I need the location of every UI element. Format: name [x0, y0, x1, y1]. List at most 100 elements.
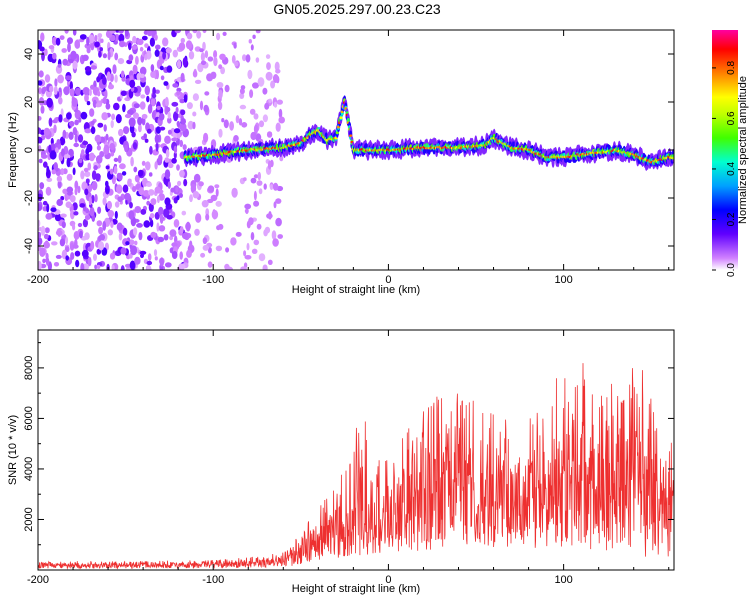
- noise-speckle: [258, 188, 263, 195]
- noise-speckle: [90, 240, 95, 251]
- noise-speckle: [71, 97, 78, 108]
- noise-speckle: [262, 114, 268, 123]
- noise-speckle: [53, 162, 58, 171]
- noise-speckle: [125, 241, 130, 246]
- noise-speckle: [224, 84, 230, 93]
- noise-speckle: [118, 128, 124, 137]
- noise-speckle: [96, 264, 101, 269]
- noise-speckle: [235, 115, 240, 124]
- snr-marks: [38, 363, 674, 570]
- noise-speckle: [144, 138, 149, 143]
- noise-speckle: [176, 90, 181, 96]
- noise-speckle: [187, 120, 194, 130]
- noise-speckle: [136, 38, 144, 46]
- noise-speckle: [53, 124, 57, 134]
- noise-speckle: [173, 145, 178, 153]
- noise-speckle: [244, 254, 252, 260]
- noise-speckle: [143, 220, 151, 228]
- noise-speckle: [233, 135, 239, 142]
- noise-speckle: [143, 133, 147, 139]
- noise-speckle: [133, 166, 138, 173]
- noise-speckle: [72, 30, 77, 36]
- noise-speckle: [65, 75, 72, 81]
- spectrogram-marks: [38, 30, 674, 270]
- noise-speckle: [253, 113, 259, 120]
- noise-speckle: [101, 112, 108, 121]
- snr-xlabel: Height of straight line (km): [292, 583, 420, 595]
- noise-speckle: [43, 241, 50, 249]
- noise-speckle: [230, 237, 237, 246]
- noise-speckle: [49, 150, 57, 160]
- noise-speckle: [158, 206, 164, 216]
- noise-speckle: [56, 198, 63, 207]
- noise-speckle: [181, 118, 186, 125]
- noise-speckle: [91, 194, 95, 204]
- noise-speckle: [44, 74, 51, 83]
- spectrogram-xlabel: Height of straight line (km): [292, 284, 420, 296]
- noise-speckle: [250, 232, 255, 241]
- noise-speckle: [73, 211, 79, 216]
- noise-speckle: [202, 30, 207, 34]
- noise-speckle: [65, 255, 69, 261]
- noise-speckle: [62, 129, 67, 139]
- noise-speckle: [118, 30, 124, 34]
- noise-speckle: [102, 53, 107, 59]
- noise-speckle: [253, 239, 260, 246]
- noise-speckle: [240, 266, 247, 270]
- noise-speckle: [199, 48, 204, 53]
- noise-speckle: [87, 162, 92, 171]
- noise-speckle: [52, 52, 57, 60]
- noise-speckle: [82, 140, 89, 146]
- noise-speckle: [275, 217, 282, 227]
- noise-speckle: [204, 91, 210, 96]
- noise-speckle: [96, 248, 102, 255]
- noise-speckle: [160, 75, 165, 81]
- noise-speckle: [132, 35, 137, 44]
- ridge-band: [183, 95, 674, 171]
- noise-speckle: [80, 149, 85, 156]
- noise-speckle: [155, 44, 161, 50]
- noise-speckle: [88, 34, 95, 44]
- noise-speckle: [95, 155, 103, 164]
- x-tick-label: -200: [27, 274, 49, 286]
- noise-speckle: [142, 190, 150, 197]
- noise-speckle: [147, 189, 155, 196]
- noise-speckle: [74, 119, 79, 126]
- noise-speckle: [80, 262, 85, 270]
- noise-speckle: [192, 111, 197, 117]
- noise-speckle: [38, 87, 42, 95]
- noise-speckle: [111, 113, 116, 121]
- noise-speckle: [94, 41, 100, 48]
- noise-speckle: [235, 231, 242, 237]
- noise-speckle: [80, 170, 85, 180]
- noise-speckle: [107, 210, 115, 218]
- noise-speckle: [98, 241, 105, 251]
- noise-speckle: [79, 34, 87, 40]
- noise-speckle: [82, 87, 90, 95]
- noise-speckle: [117, 58, 125, 65]
- noise-speckle: [74, 133, 78, 143]
- noise-speckle: [70, 209, 75, 220]
- noise-speckle: [121, 171, 127, 176]
- noise-speckle: [244, 208, 249, 214]
- noise-speckle: [79, 203, 86, 208]
- noise-speckle: [166, 65, 173, 73]
- noise-speckle: [39, 182, 45, 190]
- noise-speckle: [218, 64, 223, 70]
- noise-speckle: [138, 231, 143, 241]
- x-tick-label: 100: [554, 274, 572, 286]
- noise-speckle: [65, 201, 72, 208]
- noise-speckle: [84, 171, 91, 178]
- noise-speckle: [80, 111, 88, 120]
- noise-speckle: [154, 49, 160, 57]
- noise-speckle: [211, 209, 219, 220]
- colorbar-tick-label: 0.2: [726, 212, 737, 226]
- noise-speckle: [194, 228, 200, 236]
- noise-speckle: [60, 196, 65, 201]
- noise-speckle: [164, 262, 172, 268]
- noise-speckle: [215, 245, 223, 252]
- noise-speckle: [148, 172, 153, 177]
- noise-speckle: [51, 241, 58, 246]
- noise-speckle: [158, 225, 166, 232]
- noise-speckle: [53, 85, 58, 95]
